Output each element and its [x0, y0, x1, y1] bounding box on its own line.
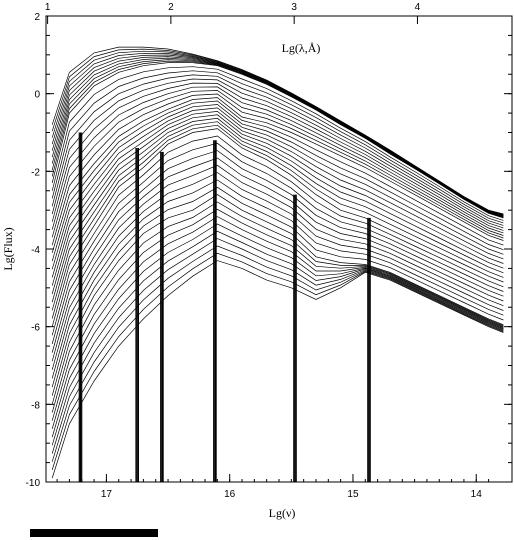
- spectrum-curve: [51, 93, 504, 246]
- spectrum-curve: [51, 82, 504, 231]
- top-tick-label: 1: [45, 2, 51, 13]
- y-tick-label: 0: [34, 90, 40, 101]
- spectrum-curve: [51, 252, 504, 471]
- spectrum-curves: [51, 46, 504, 479]
- y-tick-label: -6: [31, 323, 40, 334]
- spectrum-curve: [51, 230, 504, 446]
- spectrum-curve: [51, 62, 504, 219]
- y-tick-label: -4: [31, 245, 40, 256]
- spectrum-curve: [51, 97, 504, 253]
- spectrum-curve: [51, 142, 504, 344]
- top-axis-label: Lg(λ,Å): [282, 41, 321, 55]
- spectrum-curve: [51, 179, 504, 388]
- top-tick-label: 2: [168, 2, 174, 13]
- x-tick-label: 15: [347, 489, 359, 500]
- y-tick-label: -10: [26, 478, 41, 489]
- plot-id-stamp: [30, 529, 158, 537]
- spectrum-curve: [51, 201, 504, 413]
- spectrum-curve: [51, 111, 504, 286]
- x-tick-label: 16: [224, 489, 236, 500]
- spectrum-curve: [51, 50, 504, 216]
- spectrum-curve: [51, 117, 504, 303]
- spectrum-curve: [51, 52, 504, 216]
- spectrum-curve: [51, 238, 504, 454]
- spectrum-curve: [51, 114, 504, 294]
- spectrum-curve: [51, 260, 504, 479]
- y-axis-title: Lg(Flux): [1, 227, 15, 270]
- spectrum-curve: [51, 70, 504, 224]
- spectrum-curve: [51, 104, 504, 270]
- y-tick-label: -8: [31, 400, 40, 411]
- spectrum-curve: [51, 245, 504, 462]
- spectrum-curve: [51, 216, 504, 429]
- axis-ticks: [46, 15, 512, 483]
- spectrum-curve: [51, 66, 504, 221]
- spectrum-curve: [51, 223, 504, 438]
- spectrum-curve: [51, 164, 504, 370]
- x-tick-label: 14: [471, 489, 483, 500]
- spectrum-curve: [51, 124, 504, 319]
- spectrum-curve: [51, 107, 504, 278]
- spectrum-curve: [51, 86, 504, 234]
- spectrum-curve: [51, 78, 504, 229]
- spectrum-curve: [51, 90, 504, 238]
- spectrum-curve: [51, 100, 504, 262]
- spectrum-curve: [51, 157, 504, 362]
- y-tick-label: -2: [31, 167, 40, 178]
- spectrum-curve: [51, 186, 504, 396]
- absorption-edges: [78, 132, 371, 482]
- x-axis-title: Lg(ν): [269, 506, 296, 520]
- spectrum-curve: [51, 208, 504, 421]
- spectrum-curve: [51, 74, 504, 226]
- spectrum-curve: [51, 121, 504, 311]
- spectrum-curve: [51, 172, 504, 379]
- spectrum-curve: [51, 128, 504, 327]
- x-tick-label: 17: [101, 489, 113, 500]
- spectrum-curve: [51, 150, 504, 353]
- top-tick-label: 3: [291, 2, 297, 13]
- top-tick-label: 4: [415, 2, 421, 13]
- spectrum-curve: [51, 135, 504, 336]
- spectrum-curve: [51, 194, 504, 405]
- y-tick-label: 2: [34, 12, 40, 23]
